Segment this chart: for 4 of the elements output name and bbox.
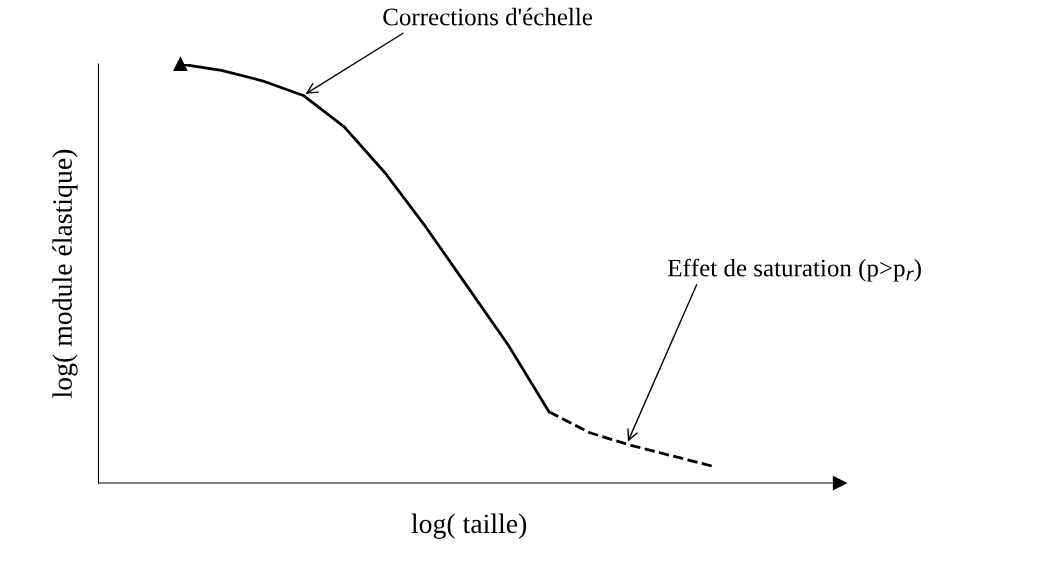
text: Corrections d'échelle xyxy=(383,7,593,26)
y-axis-title: log( module élastique) xyxy=(52,149,78,398)
x-axis-title: log( taille) xyxy=(411,513,527,539)
annotation: Effet de saturation (p>p$_{r}$) xyxy=(667,258,921,282)
